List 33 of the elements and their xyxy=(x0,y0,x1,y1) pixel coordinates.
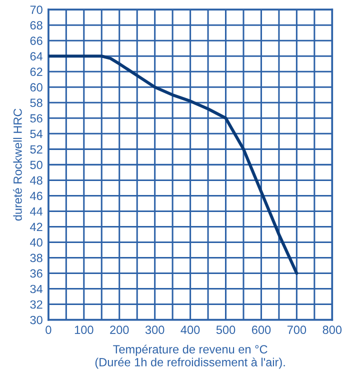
y-tick-label: 34 xyxy=(30,284,43,294)
x-tick-label: 300 xyxy=(145,326,164,334)
y-tick-label: 58 xyxy=(30,98,42,108)
x-tick-label: 0 xyxy=(46,326,52,334)
y-axis-title: dureté Rockwell HRC xyxy=(13,108,22,221)
x-axis-title: Température de revenu en °C (Durée 1h de refroidissement à l'air). xyxy=(95,344,285,369)
y-tick-label: 52 xyxy=(30,145,42,154)
y-tick-label: 54 xyxy=(30,130,43,138)
y-tick-label: 46 xyxy=(30,192,42,200)
y-tick-label: 44 xyxy=(30,207,43,216)
y-tick-label: 60 xyxy=(30,83,42,92)
y-tick-label: 42 xyxy=(30,222,42,232)
y-tick-label: 56 xyxy=(30,114,42,123)
x-tick-label: 800 xyxy=(322,326,342,334)
y-tick-label: 64 xyxy=(30,52,43,61)
line-series xyxy=(48,54,298,275)
y-tick-label: 40 xyxy=(30,238,42,247)
x-tick-label: 600 xyxy=(252,326,271,334)
y-tick-label: 30 xyxy=(30,316,42,324)
y-tick-label: 66 xyxy=(30,36,42,45)
x-tick-label: 200 xyxy=(110,326,129,334)
x-tick-label: 700 xyxy=(287,326,306,334)
y-tick-label: 62 xyxy=(30,68,42,76)
x-tick-label: 100 xyxy=(74,326,94,334)
y-tick-label: 32 xyxy=(30,300,42,309)
y-tick-label: 48 xyxy=(30,176,42,185)
y-tick-label: 50 xyxy=(30,160,42,170)
y-tick-label: 36 xyxy=(30,269,42,278)
y-tick-label: 38 xyxy=(30,254,42,262)
x-tick-label: 500 xyxy=(216,326,236,334)
x-tick-label: 400 xyxy=(180,326,200,334)
y-tick-label: 70 xyxy=(30,6,42,14)
y-tick-label: 68 xyxy=(30,21,42,30)
